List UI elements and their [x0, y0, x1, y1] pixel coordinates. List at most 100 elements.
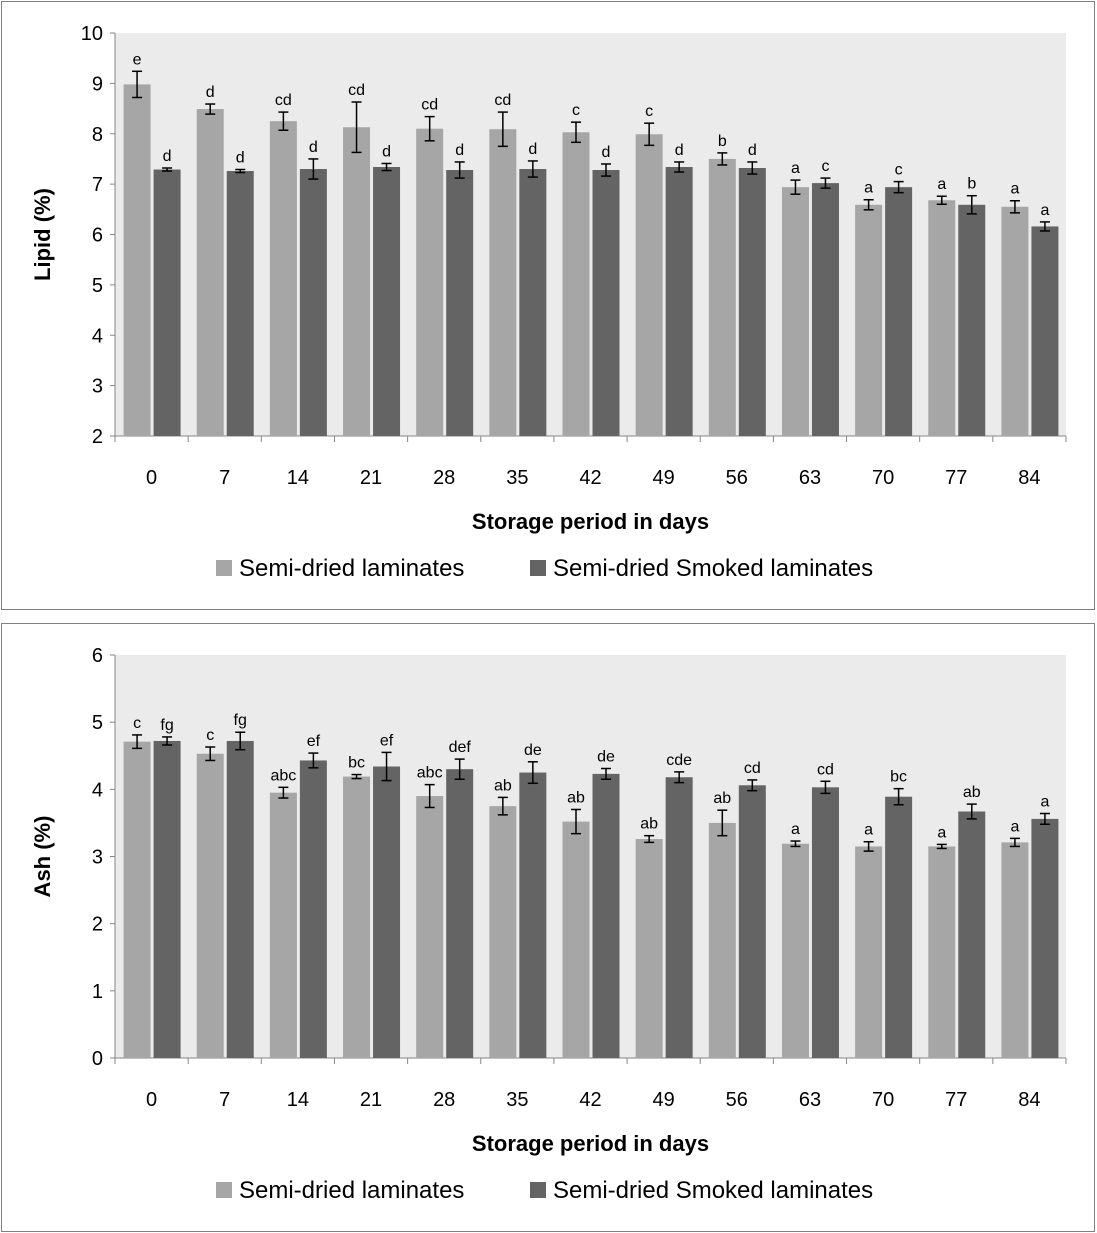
lipid-significance-label: d [455, 142, 464, 159]
ash-bar [299, 760, 327, 1058]
ash-bar [811, 787, 839, 1058]
ash-significance-label: c [133, 715, 141, 732]
ash-bar [123, 741, 151, 1058]
lipid-legend-label-2: Semi-dried Smoked laminates [553, 555, 873, 582]
ash-significance-label: def [449, 739, 472, 756]
lipid-bar [635, 134, 663, 436]
lipid-x-tick-label: 7 [219, 467, 230, 489]
ash-bar [446, 769, 474, 1058]
lipid-bar [958, 204, 986, 436]
ash-y-tick-label: 2 [92, 914, 103, 936]
lipid-significance-label: cd [421, 97, 438, 114]
lipid-significance-label: c [645, 103, 653, 120]
lipid-bar [226, 171, 254, 436]
ash-y-tick-label: 1 [92, 981, 103, 1003]
lipid-bar [1001, 206, 1029, 436]
ash-bar [781, 843, 809, 1058]
ash-x-tick-label: 84 [1018, 1089, 1040, 1111]
ash-x-tick-label: 42 [579, 1089, 601, 1111]
ash-bar [855, 846, 883, 1058]
lipid-y-tick-label: 7 [92, 174, 103, 196]
ash-significance-label: de [597, 749, 615, 766]
lipid-significance-label: d [236, 150, 245, 167]
ash-bar [519, 772, 547, 1058]
lipid-bar [123, 84, 151, 436]
ash-significance-label: ab [567, 789, 585, 806]
ash-bar [1001, 842, 1029, 1058]
ash-x-tick-label: 21 [360, 1089, 382, 1111]
ash-bar [373, 766, 401, 1058]
lipid-significance-label: a [1040, 202, 1049, 219]
lipid-significance-label: cd [275, 92, 292, 109]
lipid-bar [855, 204, 883, 436]
lipid-x-tick-label: 21 [360, 467, 382, 489]
ash-bar [153, 740, 181, 1058]
ash-legend-swatch-1 [216, 1182, 232, 1198]
lipid-bar [489, 129, 517, 436]
ash-significance-label: abc [417, 765, 443, 782]
lipid-bar [738, 168, 766, 436]
ash-significance-label: de [524, 742, 542, 759]
lipid-plot-area [115, 33, 1066, 436]
ash-significance-label: a [791, 821, 800, 838]
ash-legend-label-1: Semi-dried laminates [239, 1177, 464, 1204]
lipid-legend-label-1: Semi-dried laminates [239, 555, 464, 582]
lipid-y-tick-label: 4 [92, 325, 103, 347]
lipid-x-tick-label: 70 [872, 467, 894, 489]
lipid-x-tick-label: 56 [726, 467, 748, 489]
ash-bar [343, 776, 371, 1058]
ash-significance-label: abc [270, 767, 296, 784]
lipid-x-tick-label: 49 [653, 467, 675, 489]
lipid-significance-label: d [309, 139, 318, 156]
ash-x-tick-label: 0 [146, 1089, 157, 1111]
ash-x-tick-label: 14 [287, 1089, 309, 1111]
ash-bar [885, 796, 913, 1058]
ash-x-tick-label: 63 [799, 1089, 821, 1111]
ash-bar [562, 821, 590, 1058]
lipid-x-tick-label: 42 [579, 467, 601, 489]
lipid-y-tick-label: 6 [92, 225, 103, 247]
lipid-y-tick-label: 8 [92, 124, 103, 146]
ash-significance-label: ab [640, 816, 658, 833]
ash-bar [928, 846, 956, 1058]
lipid-significance-label: b [718, 133, 727, 150]
ash-y-tick-label: 6 [92, 645, 103, 667]
ash-bar [226, 740, 254, 1058]
lipid-y-tick-label: 9 [92, 73, 103, 95]
lipid-significance-label: cd [348, 82, 365, 99]
ash-chart-panel: 0 1 2 3 4 5 6 0 c fg 7 c fg 14 abc ef 21 bc ef 28 abc def 35 ab… [1, 623, 1095, 1232]
ash-y-tick-label: 3 [92, 847, 103, 869]
ash-y-tick-label: 0 [92, 1048, 103, 1070]
ash-bar [635, 839, 663, 1058]
ash-plot-area [115, 655, 1066, 1058]
lipid-bar [446, 170, 474, 436]
lipid-chart-panel: 2 3 4 5 6 7 8 9 10 0 e d 7 d d 14 cd d 21 cd d 28 cd d 35 cd d 42 c d… [1, 1, 1095, 610]
lipid-x-tick-label: 14 [287, 467, 309, 489]
ash-significance-label: bc [890, 769, 907, 786]
lipid-significance-label: c [895, 162, 903, 179]
lipid-significance-label: c [572, 102, 580, 119]
lipid-x-tick-label: 63 [799, 467, 821, 489]
ash-significance-label: a [937, 824, 946, 841]
ash-bar [665, 777, 693, 1058]
ash-significance-label: ab [963, 784, 981, 801]
lipid-bar [269, 121, 297, 436]
lipid-bar [665, 166, 693, 436]
lipid-significance-label: d [748, 142, 757, 159]
lipid-x-tick-label: 35 [506, 467, 528, 489]
ash-significance-label: a [1040, 794, 1049, 811]
ash-significance-label: ab [494, 777, 512, 794]
lipid-bar [299, 169, 327, 436]
ash-significance-label: fg [160, 717, 173, 734]
lipid-bar [781, 187, 809, 436]
lipid-significance-label: d [206, 84, 215, 101]
lipid-significance-label: d [602, 144, 611, 161]
lipid-significance-label: a [1010, 181, 1019, 198]
lipid-y-tick-label: 3 [92, 376, 103, 398]
ash-bar [592, 773, 620, 1058]
lipid-significance-label: d [163, 148, 172, 165]
ash-significance-label: fg [234, 712, 247, 729]
lipid-x-tick-label: 77 [945, 467, 967, 489]
lipid-bar [811, 183, 839, 436]
